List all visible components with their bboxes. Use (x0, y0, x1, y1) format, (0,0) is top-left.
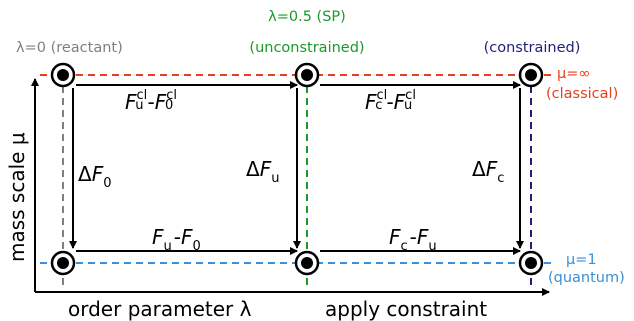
label-Fc-cl-minus-Fu-cl: Fcl c -Fcl u (365, 88, 416, 114)
label-delta-Fu: ΔFu (246, 157, 279, 186)
label-Fu-minus-F0: Fu -F0 (152, 225, 201, 254)
classical-label: (classical) (546, 86, 618, 102)
label-Fu-cl-minus-F0-cl: Fcl u -Fcl 0 (125, 88, 177, 114)
label-Fc-minus-Fu: Fc -Fu (389, 225, 437, 254)
reactant-label: λ=0 (reactant) (16, 40, 123, 56)
node-constrained-quantum (518, 250, 544, 276)
quantum-label: (quantum) (548, 270, 625, 286)
constrained-label: (constrained) (484, 40, 581, 56)
y-axis-label: mass scale μ (5, 132, 29, 262)
node-reactant-quantum (50, 250, 76, 276)
node-sp-quantum (294, 250, 320, 276)
label-delta-F0: ΔF0 (78, 162, 111, 191)
quantum-mu-label: μ=1 (566, 252, 597, 268)
classical-mu-label: μ=∞ (557, 66, 590, 82)
x-axis-label-order-parameter: order parameter λ (68, 297, 252, 321)
node-constrained-classical (518, 62, 544, 88)
node-reactant-classical (50, 62, 76, 88)
x-axis-label-apply-constraint: apply constraint (325, 297, 487, 321)
node-sp-classical (294, 62, 320, 88)
label-delta-Fc: ΔFc (472, 157, 504, 186)
sp-label: λ=0.5 (SP) (268, 9, 346, 25)
unconstrained-label: (unconstrained) (249, 40, 364, 56)
